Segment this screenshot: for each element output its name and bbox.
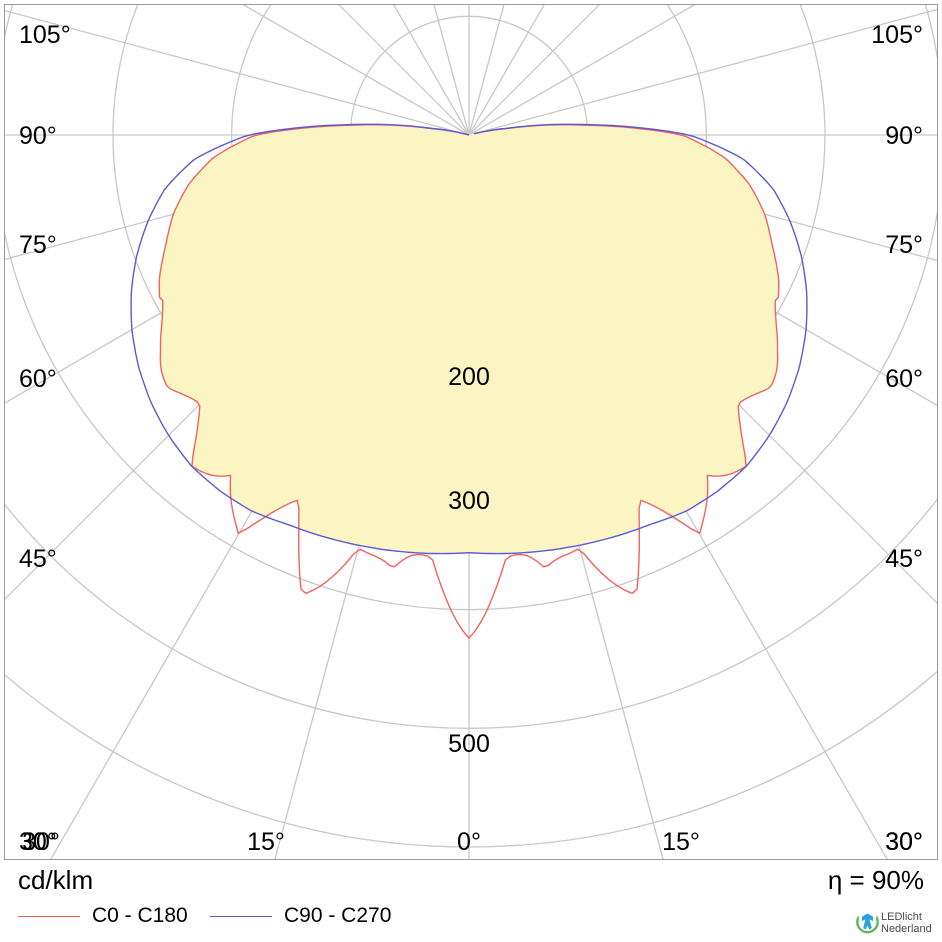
angle-label-left: 60°	[19, 365, 57, 393]
angle-label-bottom: 30°	[885, 828, 923, 856]
radial-value-label: 500	[448, 730, 490, 758]
curve-c90-c270	[130, 123, 808, 555]
logo-svg: LEDlicht Nederland	[856, 910, 932, 935]
distribution-curves	[130, 123, 808, 640]
legend-item-c90-c270[interactable]: C90 - C270	[210, 904, 391, 928]
logo-mark-icon	[856, 910, 879, 934]
angle-label-left: 105°	[19, 21, 71, 49]
angle-label-right: 90°	[885, 122, 923, 150]
legend-label-c90-c270: C90 - C270	[284, 904, 392, 927]
polar-plot: 105° 90° 75° 60° 45° 30° 105° 90° 75° 60° 45° 30° 30…	[5, 5, 937, 859]
angle-spoke	[468, 5, 600, 136]
angle-label-right: 30°	[885, 828, 923, 856]
angle-label-right: 60°	[885, 365, 923, 393]
unit-label: cd/klm	[18, 865, 94, 895]
angle-label-left: 75°	[19, 231, 57, 259]
angle-spoke	[468, 5, 696, 136]
legend-item-c0-c180[interactable]: C0 - C180	[18, 904, 188, 928]
angle-label-left: 45°	[19, 545, 57, 573]
angle-spoke	[433, 5, 470, 136]
angle-spoke	[242, 5, 470, 136]
efficiency-label: η = 90%	[827, 865, 924, 895]
legend-swatch-c90-c270	[210, 915, 272, 917]
angle-spoke	[468, 8, 937, 136]
curve-c0-c180	[158, 123, 780, 640]
angle-spoke	[468, 5, 545, 136]
legend-label-c0-c180: C0 - C180	[92, 904, 188, 927]
angle-label-bottom: 15°	[662, 828, 700, 856]
logo-text-line2: Nederland	[881, 923, 932, 935]
angle-label-right: 75°	[885, 231, 923, 259]
angle-label-right: 105°	[871, 21, 923, 49]
angle-label-left: 30°	[19, 828, 57, 856]
angle-label-bottom: 30°	[22, 828, 60, 856]
logo-text-line1: LEDlicht	[881, 911, 922, 923]
legend-area: cd/klm η = 90% C0 - C180 C90 - C270	[0, 862, 942, 942]
ledlicht-nederland-logo[interactable]: LEDlicht Nederland	[855, 906, 935, 938]
angle-spoke	[468, 5, 505, 136]
radial-value-label: 200	[448, 363, 490, 391]
axis-labels: 105° 90° 75° 60° 45° 30° 105° 90° 75° 60° 45° 30° 30…	[19, 21, 923, 856]
angle-spoke	[393, 5, 470, 136]
angle-label-bottom: 0°	[457, 828, 481, 856]
angle-label-left: 90°	[19, 122, 57, 150]
plot-frame: 105° 90° 75° 60° 45° 30° 105° 90° 75° 60° 45° 30° 30…	[4, 4, 938, 860]
distribution-fill	[159, 124, 779, 554]
angle-label-right: 45°	[885, 545, 923, 573]
radial-value-label: 300	[448, 487, 490, 515]
angle-spoke	[5, 9, 470, 136]
angle-label-bottom: 15°	[247, 828, 285, 856]
legend-swatch-c0-c180	[18, 915, 80, 917]
angle-spoke	[338, 5, 470, 136]
